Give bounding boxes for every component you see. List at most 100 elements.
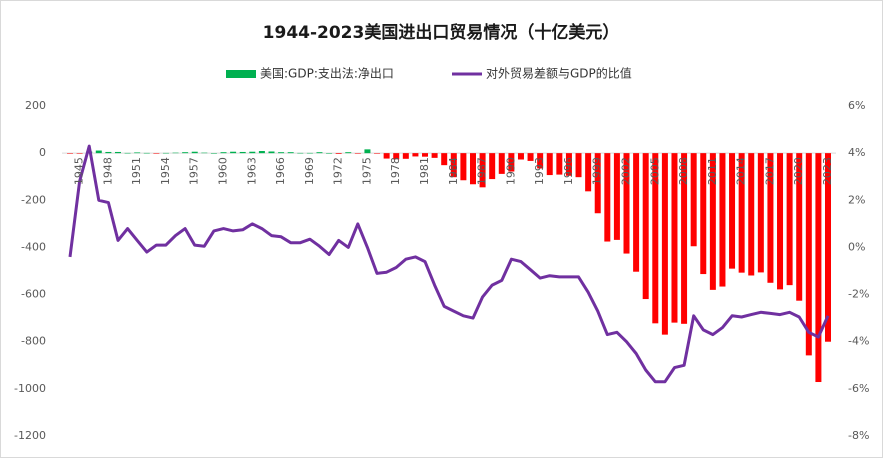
bar: [604, 153, 611, 242]
bar: [469, 153, 476, 185]
x-tick-label: 1954: [159, 157, 172, 185]
y2-tick-label: 2%: [848, 193, 865, 206]
bar: [767, 153, 774, 283]
x-tick-label: 1966: [274, 157, 287, 185]
y2-tick-label: -4%: [848, 335, 869, 348]
x-tick-label: 2014: [735, 157, 748, 185]
x-tick-label: 2011: [706, 157, 719, 185]
legend-label: 对外贸易差额与GDP的比值: [486, 66, 632, 81]
bar: [134, 152, 141, 154]
x-tick-label: 1987: [476, 157, 489, 185]
bar: [239, 151, 246, 154]
bar: [786, 153, 793, 286]
bar: [700, 153, 707, 275]
bar: [114, 151, 121, 154]
y-tick-label: -800: [21, 335, 46, 348]
x-tick-label: 2017: [763, 157, 776, 185]
y-tick-label: -600: [21, 288, 46, 301]
bar: [143, 152, 150, 154]
bar: [422, 153, 429, 157]
bar: [258, 151, 265, 154]
bar: [105, 151, 112, 154]
y-tick-label: 0: [39, 146, 46, 159]
bar: [335, 153, 342, 154]
legend-swatch: [226, 70, 256, 78]
bar: [354, 153, 361, 154]
bar: [815, 153, 822, 383]
y-tick-label: -400: [21, 240, 46, 253]
bar: [326, 153, 333, 154]
bar: [441, 153, 448, 166]
bar: [748, 153, 755, 276]
bar: [575, 153, 582, 178]
legend-label: 美国:GDP:支出法:净出口: [260, 67, 394, 81]
bar: [374, 153, 381, 154]
x-tick-label: 1957: [188, 157, 201, 185]
y2-tick-label: -6%: [848, 382, 869, 395]
bar: [652, 153, 659, 324]
x-tick-label: 1981: [418, 157, 431, 185]
x-tick-label: 1978: [389, 157, 402, 185]
bar: [738, 153, 745, 273]
x-tick-label: 2023: [821, 157, 834, 185]
y-tick-label: 200: [25, 99, 46, 112]
x-tick-label: 1990: [504, 157, 517, 185]
bar: [67, 153, 73, 154]
x-tick-label: 1960: [217, 157, 230, 185]
bar: [287, 152, 294, 154]
bar: [124, 152, 131, 154]
bar: [412, 153, 419, 157]
bar: [489, 153, 496, 180]
bar: [757, 153, 764, 273]
bar: [450, 153, 457, 178]
bar: [210, 153, 217, 154]
bar: [613, 153, 620, 240]
y2-tick-label: 6%: [848, 99, 865, 112]
y-tick-label: -200: [21, 193, 46, 206]
bar: [278, 152, 285, 154]
bar: [565, 153, 572, 176]
y-tick-label: -1000: [14, 382, 46, 395]
x-tick-label: 1945: [73, 157, 86, 185]
x-tick-label: 2020: [792, 157, 805, 185]
bar: [661, 153, 668, 335]
bar: [268, 151, 275, 154]
bar: [508, 153, 515, 172]
y2-tick-label: 0%: [848, 240, 865, 253]
bar: [460, 153, 467, 181]
bar: [633, 153, 640, 272]
bar: [527, 153, 534, 161]
bar: [479, 153, 486, 188]
x-tick-label: 2002: [620, 157, 633, 185]
bar: [517, 153, 524, 160]
x-tick-label: 1975: [360, 157, 373, 185]
bar: [76, 153, 83, 154]
x-tick-label: 1984: [447, 157, 460, 185]
bar: [364, 149, 371, 154]
bar: [690, 153, 697, 247]
x-tick-label: 1972: [332, 157, 345, 185]
bar: [623, 153, 630, 254]
bar: [777, 153, 784, 290]
x-tick-label: 1963: [245, 157, 258, 185]
bar: [95, 150, 102, 154]
bar: [182, 152, 189, 154]
line-series: [68, 144, 830, 384]
bar: [546, 153, 553, 176]
bar: [306, 152, 313, 154]
bar: [498, 153, 505, 174]
y2-tick-label: 4%: [848, 146, 865, 159]
bar: [719, 153, 726, 287]
bar: [249, 151, 256, 154]
bar: [297, 152, 304, 154]
bar: [805, 153, 812, 356]
x-tick-label: 1996: [562, 157, 575, 185]
y2-tick-label: -8%: [848, 429, 869, 442]
bar: [556, 153, 563, 175]
bar: [201, 152, 208, 154]
bar: [162, 152, 169, 154]
bar: [345, 152, 352, 154]
bar: [316, 152, 323, 154]
bar: [796, 153, 803, 301]
bar: [230, 151, 237, 154]
